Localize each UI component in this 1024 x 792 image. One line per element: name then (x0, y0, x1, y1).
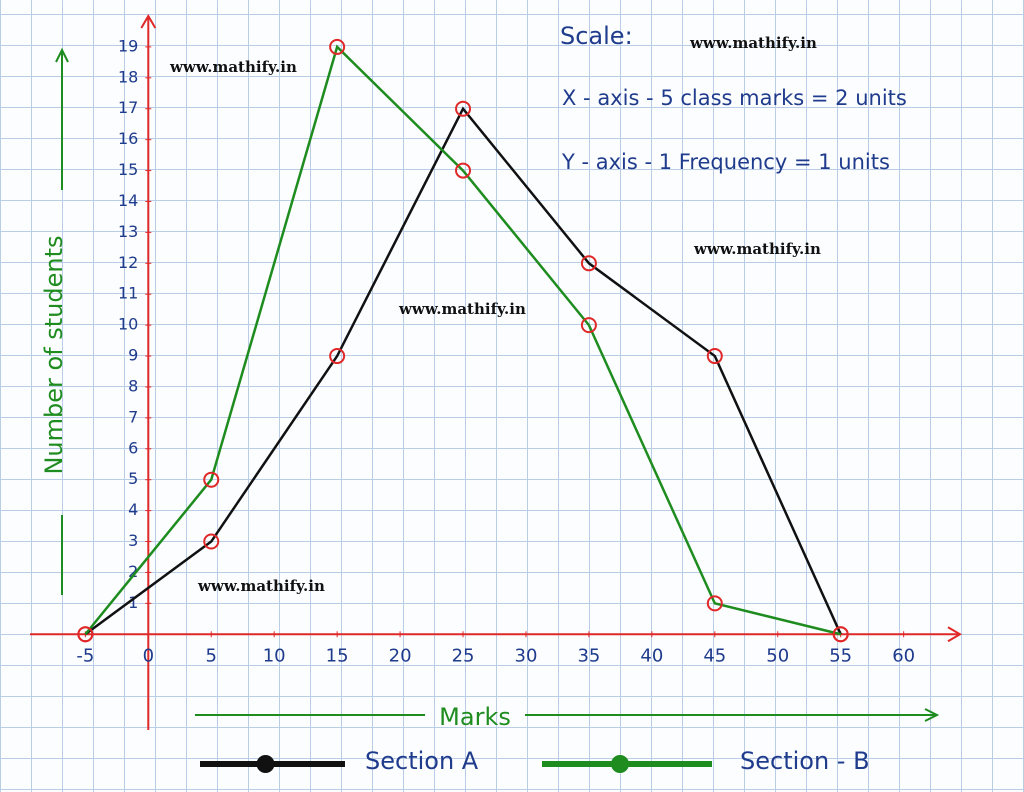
watermark: www.mathify.in (197, 577, 325, 595)
y-tick-label: 1 (128, 593, 138, 612)
point-marker (580, 317, 597, 334)
point-marker (706, 348, 723, 365)
point-marker (203, 471, 220, 488)
x-tick-label: 55 (829, 645, 852, 666)
x-axis-label: Marks (439, 703, 511, 731)
watermark: www.mathify.in (693, 240, 821, 258)
x-tick-label: 5 (206, 645, 217, 666)
watermark: www.mathify.in (398, 300, 526, 318)
x-tick-label: 25 (452, 645, 475, 666)
y-tick-label: 7 (128, 407, 138, 426)
y-tick-label: 4 (128, 500, 138, 519)
legend-dot (611, 755, 629, 773)
x-tick-label: 20 (389, 645, 412, 666)
y-tick-label: 15 (118, 160, 138, 179)
x-axis-arrow (947, 626, 962, 643)
x-tick-label: 60 (892, 645, 915, 666)
y-tick-label: 14 (118, 191, 138, 210)
x-tick-label: 35 (577, 645, 600, 666)
legend-label: Section - B (740, 747, 870, 775)
y-tick-label: 13 (118, 222, 138, 241)
point-marker (203, 533, 220, 550)
point-marker (329, 38, 346, 55)
scale-x: X - axis - 5 class marks = 2 units (562, 86, 907, 110)
x-tick-label: -5 (76, 645, 94, 666)
x-tick-label: 30 (515, 645, 538, 666)
y-label-arrowhead (55, 47, 69, 63)
y-tick-label: 3 (128, 531, 138, 550)
y-tick-label: 6 (128, 438, 138, 457)
y-tick-label: 12 (118, 253, 138, 272)
scale-y: Y - axis - 1 Frequency = 1 units (561, 150, 890, 174)
point-marker (77, 626, 94, 643)
point-marker (832, 626, 849, 643)
y-axis-label: Number of students (40, 235, 68, 474)
point-marker (455, 162, 472, 179)
point-marker (706, 595, 723, 612)
y-tick-label: 11 (118, 284, 138, 303)
x-tick-label: 15 (326, 645, 349, 666)
x-label-arrowhead (924, 708, 940, 722)
x-tick-label: 45 (703, 645, 726, 666)
y-tick-label: 16 (118, 129, 138, 148)
y-tick-label: 10 (118, 315, 138, 334)
point-marker (455, 100, 472, 117)
y-tick-label: 5 (128, 469, 138, 488)
legend-label: Section A (365, 747, 479, 775)
y-tick-label: 19 (118, 36, 138, 55)
series-line (84, 44, 841, 636)
y-tick-label: 17 (118, 98, 138, 117)
watermark: www.mathify.in (689, 34, 817, 52)
series-line (84, 106, 842, 636)
x-tick-label: 50 (766, 645, 789, 666)
point-marker (329, 348, 346, 365)
watermark: www.mathify.in (169, 58, 297, 76)
y-tick-label: 8 (128, 376, 138, 395)
y-tick-label: 18 (118, 67, 138, 86)
x-tick-label: 10 (263, 645, 286, 666)
point-marker (580, 255, 597, 272)
y-tick-label: 9 (128, 346, 138, 365)
x-tick-label: 0 (143, 645, 154, 666)
y-axis-arrow (140, 14, 157, 29)
scale-title: Scale: (560, 22, 633, 50)
legend-dot (256, 755, 275, 773)
x-tick-label: 40 (640, 645, 663, 666)
y-tick-label: 2 (128, 562, 138, 581)
